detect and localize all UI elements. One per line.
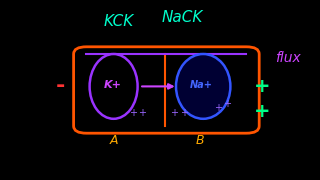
Text: +: + [254,102,271,121]
Text: B: B [196,134,204,147]
Text: KCK: KCK [103,14,133,29]
Text: +: + [180,107,188,118]
Text: +: + [214,103,222,113]
Text: +: + [129,107,137,118]
Text: +: + [254,77,271,96]
Text: A: A [109,134,118,147]
Text: flux: flux [275,51,301,65]
Text: -: - [56,76,66,96]
FancyBboxPatch shape [74,47,259,133]
Text: K+: K+ [104,80,122,90]
Text: +: + [139,107,147,118]
Text: +: + [223,99,231,109]
Text: +: + [171,107,179,118]
Ellipse shape [90,54,138,119]
Text: Na+: Na+ [190,80,213,90]
Ellipse shape [176,54,230,119]
Text: NaCK: NaCK [162,10,203,26]
